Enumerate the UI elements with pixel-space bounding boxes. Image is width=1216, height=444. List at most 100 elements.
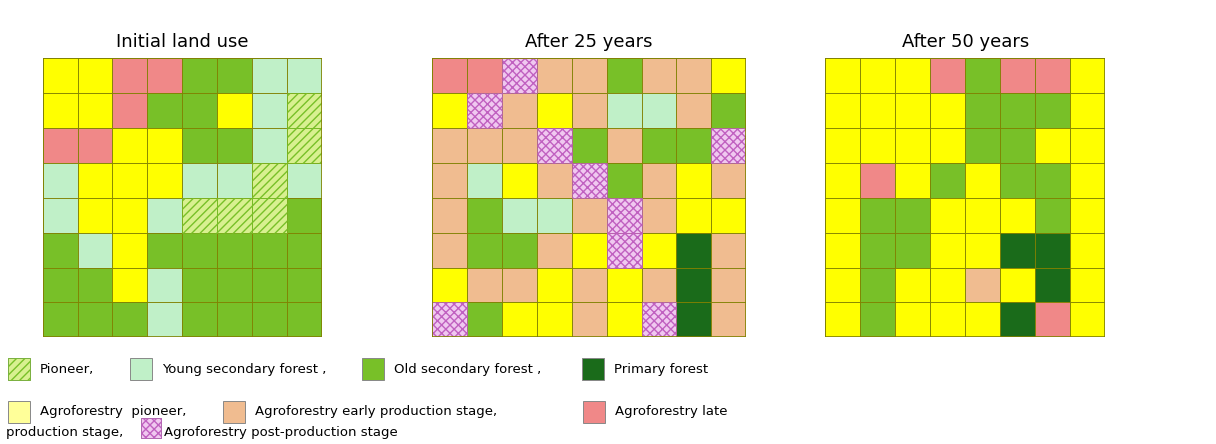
- Bar: [930, 128, 966, 163]
- Bar: [930, 233, 966, 267]
- Bar: [895, 93, 930, 128]
- Bar: [9, 400, 30, 423]
- Bar: [582, 358, 604, 380]
- Bar: [502, 58, 536, 93]
- Bar: [895, 233, 930, 267]
- Bar: [607, 93, 642, 128]
- Text: Primary forest: Primary forest: [614, 363, 708, 376]
- Bar: [676, 233, 711, 267]
- Bar: [502, 128, 536, 163]
- Bar: [826, 233, 861, 267]
- Bar: [711, 198, 747, 233]
- Bar: [113, 163, 147, 198]
- Bar: [147, 93, 182, 128]
- Bar: [642, 267, 676, 302]
- Bar: [1070, 267, 1105, 302]
- Bar: [147, 128, 182, 163]
- Bar: [182, 163, 218, 198]
- Bar: [182, 233, 218, 267]
- Bar: [78, 128, 113, 163]
- Bar: [861, 302, 895, 337]
- Bar: [642, 58, 676, 93]
- Bar: [147, 302, 182, 337]
- Bar: [676, 267, 711, 302]
- Bar: [711, 267, 747, 302]
- Bar: [966, 93, 1001, 128]
- Bar: [1070, 128, 1105, 163]
- Bar: [826, 93, 861, 128]
- Bar: [607, 233, 642, 267]
- Bar: [432, 267, 467, 302]
- Bar: [572, 128, 607, 163]
- Bar: [607, 302, 642, 337]
- Bar: [642, 128, 676, 163]
- Bar: [966, 267, 1001, 302]
- Bar: [607, 198, 642, 233]
- Bar: [676, 163, 711, 198]
- Bar: [467, 198, 502, 233]
- Bar: [218, 128, 253, 163]
- Bar: [467, 233, 502, 267]
- Bar: [536, 93, 572, 128]
- Bar: [182, 302, 218, 337]
- Bar: [113, 267, 147, 302]
- Bar: [287, 163, 322, 198]
- Bar: [43, 163, 78, 198]
- Bar: [642, 93, 676, 128]
- Bar: [572, 163, 607, 198]
- Bar: [218, 267, 253, 302]
- Bar: [253, 198, 287, 233]
- Bar: [432, 302, 467, 337]
- Bar: [502, 267, 536, 302]
- Bar: [642, 198, 676, 233]
- Bar: [1070, 58, 1105, 93]
- Bar: [642, 302, 676, 337]
- Bar: [607, 198, 642, 233]
- Bar: [676, 302, 711, 337]
- Bar: [218, 198, 253, 233]
- Bar: [253, 302, 287, 337]
- Bar: [1070, 233, 1105, 267]
- Bar: [582, 400, 606, 423]
- Bar: [711, 233, 747, 267]
- Bar: [78, 267, 113, 302]
- Bar: [1035, 302, 1070, 337]
- Text: Pioneer,: Pioneer,: [40, 363, 95, 376]
- Bar: [1070, 163, 1105, 198]
- Bar: [1035, 58, 1070, 93]
- Bar: [218, 163, 253, 198]
- Bar: [642, 233, 676, 267]
- Bar: [182, 93, 218, 128]
- Bar: [9, 358, 30, 380]
- Bar: [1001, 198, 1035, 233]
- Bar: [861, 163, 895, 198]
- Bar: [113, 58, 147, 93]
- Bar: [930, 198, 966, 233]
- Text: Young secondary forest ,: Young secondary forest ,: [162, 363, 326, 376]
- Bar: [253, 267, 287, 302]
- Bar: [536, 198, 572, 233]
- Bar: [676, 128, 711, 163]
- Bar: [572, 58, 607, 93]
- Text: Agroforestry early production stage,: Agroforestry early production stage,: [255, 405, 497, 418]
- Bar: [432, 58, 467, 93]
- Bar: [502, 163, 536, 198]
- Bar: [930, 302, 966, 337]
- Bar: [861, 58, 895, 93]
- Bar: [78, 198, 113, 233]
- Bar: [287, 302, 322, 337]
- Bar: [287, 198, 322, 233]
- Bar: [467, 163, 502, 198]
- Bar: [43, 93, 78, 128]
- Bar: [572, 198, 607, 233]
- Bar: [218, 233, 253, 267]
- Bar: [861, 128, 895, 163]
- Bar: [9, 358, 30, 380]
- Bar: [711, 302, 747, 337]
- Bar: [1035, 93, 1070, 128]
- Bar: [1001, 93, 1035, 128]
- Bar: [930, 267, 966, 302]
- Bar: [1035, 267, 1070, 302]
- Bar: [43, 198, 78, 233]
- Bar: [536, 267, 572, 302]
